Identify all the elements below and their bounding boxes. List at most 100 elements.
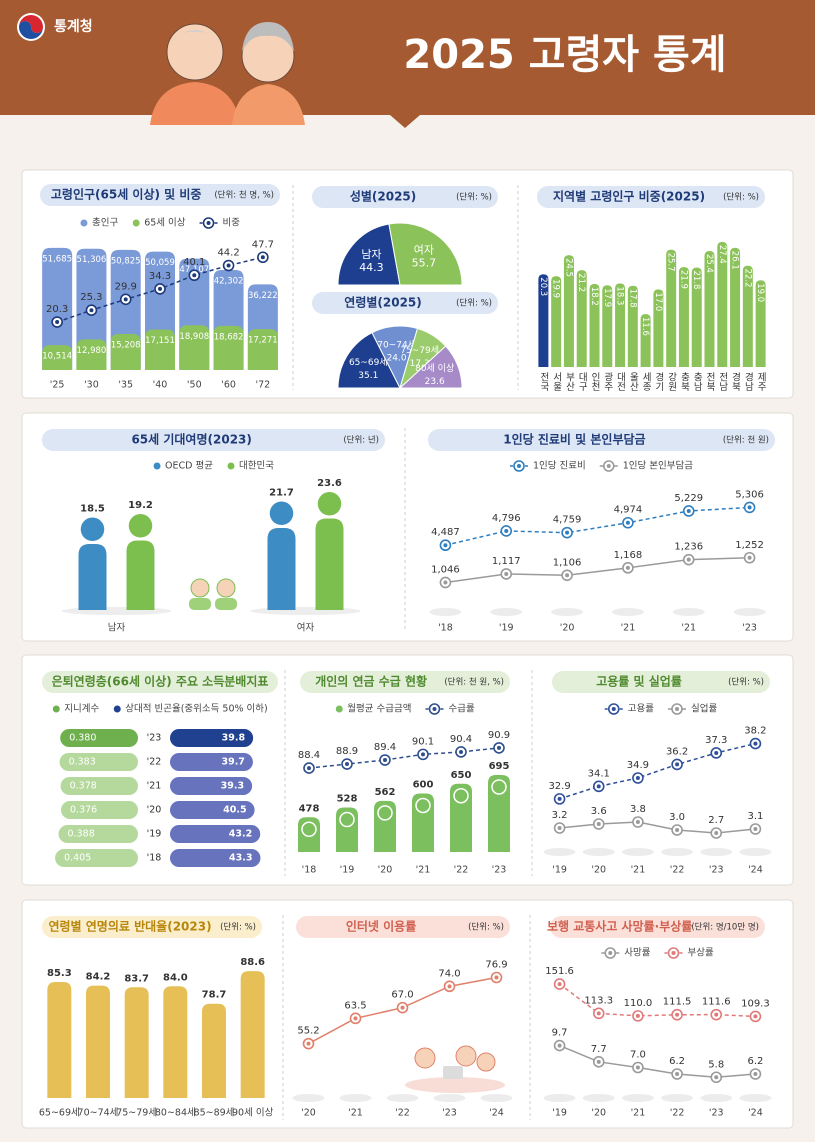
value-label: 19.9: [551, 279, 561, 298]
bar: [717, 241, 728, 367]
value-label: 7.7: [591, 1044, 607, 1055]
bar: [488, 774, 510, 852]
chart-title: 인터넷 이용률: [346, 919, 416, 934]
point-center: [753, 741, 758, 746]
value-label: 562: [375, 787, 396, 798]
point-shadow: [739, 1094, 772, 1102]
value-label: 85.3: [47, 968, 72, 979]
coin-icon: [415, 797, 431, 814]
grandma-body: [232, 84, 305, 125]
value-label: 18,682: [214, 332, 244, 342]
point-center: [596, 822, 601, 826]
legend-label: 수급률: [448, 704, 474, 715]
bar: [202, 1003, 226, 1098]
x-tick-label: '30: [84, 380, 99, 391]
illustration-laptop: [443, 1066, 463, 1079]
value-label: 111.6: [702, 997, 731, 1008]
point-shadow: [700, 1094, 733, 1102]
title-pill: [296, 916, 510, 938]
x-tick-label: '23: [709, 865, 724, 876]
coin-icon: [491, 779, 507, 795]
value-label: 25.3: [80, 292, 102, 303]
legend-label: 사망률: [624, 948, 650, 959]
chart-title: 은퇴연령층(66세 이상) 주요 소득분배지표: [52, 674, 269, 689]
grandpa-hair: [168, 30, 222, 45]
legend-label: 비중: [223, 218, 241, 229]
value-label: 40.5: [223, 805, 246, 816]
line: [559, 983, 756, 1018]
value-label: 39.7: [221, 757, 244, 768]
value-label: 39.8: [222, 733, 246, 744]
x-tick-label: '20: [560, 623, 575, 634]
legend-swatch: [132, 219, 140, 227]
value-label: 29.9: [115, 281, 137, 292]
legend-label: 65세 이상: [144, 218, 186, 229]
point-shadow: [386, 1094, 419, 1102]
value-label: 24.0: [387, 353, 407, 363]
x-tick-label: '40: [153, 380, 168, 391]
value-label: 51,685: [42, 254, 72, 264]
value-label: 23.6: [425, 377, 445, 387]
value-label: 650: [451, 770, 472, 781]
value-label: 27.4: [717, 245, 727, 264]
point-shadow: [672, 608, 705, 616]
point-center: [714, 1075, 719, 1080]
value-label: 6.2: [747, 1056, 763, 1067]
value-label: 113.3: [584, 995, 613, 1006]
point-shadow: [661, 1094, 694, 1102]
category-label: '23: [147, 733, 162, 744]
value-label: 38.2: [744, 726, 766, 737]
slice-label: 75~79세: [400, 345, 439, 356]
value-label: 3.6: [591, 806, 607, 817]
value-label: 67.0: [391, 990, 413, 1001]
point-shadow: [582, 1094, 615, 1102]
point-shadow: [700, 848, 733, 856]
title-pill: [428, 429, 775, 451]
x-tick-label: '21: [416, 865, 431, 876]
value-label: 83.7: [124, 973, 149, 984]
bar: [170, 753, 253, 771]
value-label: 88.9: [336, 746, 358, 757]
value-label: 84.2: [86, 972, 111, 983]
bar: [602, 285, 613, 367]
x-tick-label: '24: [748, 865, 763, 876]
point-center: [516, 464, 521, 468]
illustration: [150, 22, 305, 125]
bar: [86, 985, 110, 1098]
value-label: 55.2: [297, 1026, 319, 1037]
x-tick-label: 충남: [691, 372, 702, 391]
point-shadow: [490, 608, 523, 616]
point-shadow: [661, 848, 694, 856]
x-tick-label: 강원: [666, 372, 677, 391]
group-base: [61, 607, 172, 615]
bar: [126, 540, 155, 610]
point-shadow: [543, 1094, 576, 1102]
x-tick-label: '18: [438, 623, 453, 634]
bar: [110, 334, 141, 370]
chart-title: 연령별(2025): [344, 295, 422, 310]
slice-label: 여자: [414, 243, 434, 256]
legend-label: 지니계수: [64, 703, 99, 715]
legend-label: OECD 평균: [165, 461, 213, 472]
value-label: 88.4: [298, 750, 320, 761]
point-shadow: [733, 608, 766, 616]
value-label: 44.3: [359, 261, 384, 274]
illustration-head: [414, 1047, 436, 1069]
x-tick-label: 경남: [742, 371, 753, 391]
value-label: 34.9: [627, 760, 649, 771]
point-center: [596, 1059, 601, 1064]
bar: [576, 270, 587, 367]
point-center: [353, 1016, 358, 1021]
x-tick-label: '22: [395, 1108, 410, 1119]
x-tick-label: 부산: [563, 372, 574, 391]
category-label: '21: [147, 781, 162, 792]
line: [559, 1044, 756, 1079]
bar: [124, 987, 149, 1098]
unit-label: (단위: 천 원): [723, 435, 769, 446]
grandpa-head: [166, 23, 224, 81]
point-shadow: [543, 848, 576, 856]
point-center: [226, 263, 231, 268]
unit-label: (단위: %): [456, 192, 492, 203]
bar: [653, 289, 664, 367]
